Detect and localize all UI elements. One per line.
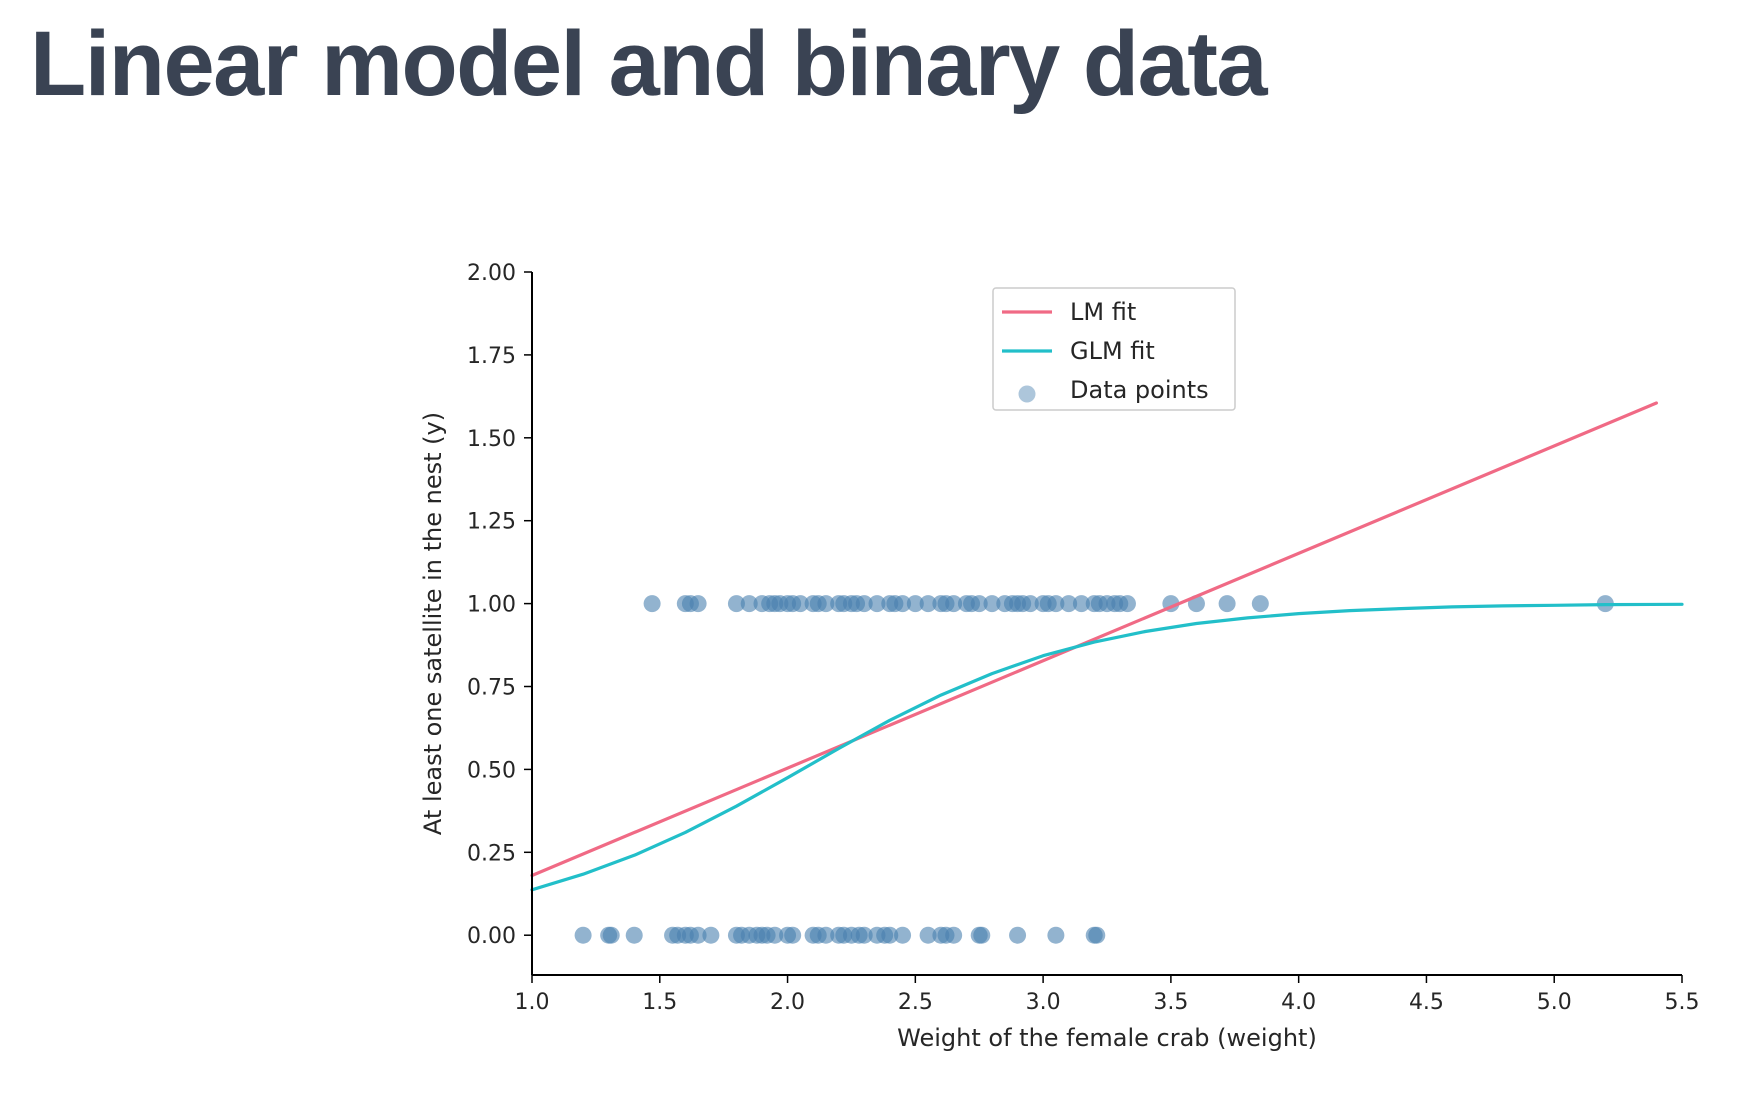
data-point — [817, 926, 835, 944]
data-point — [574, 926, 592, 944]
data-point — [602, 926, 620, 944]
data-point — [740, 595, 758, 613]
legend-swatch-data-points — [1018, 385, 1036, 403]
x-tick-label: 5.0 — [1537, 990, 1572, 1015]
scatter-layer — [574, 595, 1614, 944]
data-point — [643, 595, 661, 613]
data-point — [791, 595, 809, 613]
x-tick-label: 2.0 — [770, 990, 805, 1015]
data-point — [1060, 595, 1078, 613]
data-point — [1218, 595, 1236, 613]
x-axis-label: Weight of the female crab (weight) — [897, 1024, 1317, 1052]
data-point — [766, 926, 784, 944]
data-point — [973, 926, 991, 944]
data-point — [784, 926, 802, 944]
x-tick-label: 3.5 — [1153, 990, 1188, 1015]
y-tick-label: 1.50 — [467, 427, 516, 452]
legend-label-lm-fit: LM fit — [1070, 298, 1136, 326]
data-point — [970, 595, 988, 613]
data-point — [868, 595, 886, 613]
data-point — [1047, 595, 1065, 613]
data-point — [1072, 595, 1090, 613]
x-tick-label: 2.5 — [898, 990, 933, 1015]
data-point — [689, 595, 707, 613]
y-tick-label: 2.00 — [467, 261, 516, 286]
y-axis-label: At least one satellite in the nest (y) — [419, 412, 447, 835]
y-tick-label: 0.50 — [467, 758, 516, 783]
data-point — [983, 595, 1001, 613]
legend-box — [992, 287, 1236, 411]
x-tick-label: 5.5 — [1665, 990, 1700, 1015]
data-point — [702, 926, 720, 944]
data-point — [945, 595, 963, 613]
data-point — [1088, 926, 1106, 944]
y-tick-label: 0.00 — [467, 924, 516, 949]
axes-layer: 1.0 1.5 2.0 2.5 3.0 3.5 4.0 4.5 5.0 5.5 0.00 0.25 0.… — [419, 261, 1700, 1052]
x-tick-label: 3.0 — [1026, 990, 1061, 1015]
y-tick-label: 0.75 — [467, 676, 516, 701]
slide-title: Linear model and binary data — [30, 13, 1268, 115]
x-tick-label: 4.0 — [1281, 990, 1316, 1015]
data-point — [881, 926, 899, 944]
y-tick-label: 0.25 — [467, 841, 516, 866]
data-point — [945, 926, 963, 944]
data-point — [689, 926, 707, 944]
data-point — [625, 926, 643, 944]
data-point — [855, 595, 873, 613]
data-point — [894, 595, 912, 613]
data-point — [1047, 926, 1065, 944]
y-tick-label: 1.75 — [467, 344, 516, 369]
legend-label-data-points: Data points — [1070, 376, 1209, 404]
data-point — [894, 926, 912, 944]
lines-layer — [530, 401, 1684, 892]
x-tick-label: 1.0 — [515, 990, 550, 1015]
data-point — [919, 595, 937, 613]
series-line-glm-fit — [530, 602, 1684, 892]
legend-layer: LM fit GLM fit Data points — [992, 287, 1236, 411]
data-point — [906, 595, 924, 613]
legend-label-glm-fit: GLM fit — [1070, 337, 1155, 365]
data-point — [1021, 595, 1039, 613]
x-tick-label: 4.5 — [1409, 990, 1444, 1015]
series-line-lm-fit — [530, 401, 1659, 878]
y-tick-label: 1.25 — [467, 510, 516, 535]
y-tick-label: 1.00 — [467, 593, 516, 618]
data-point — [1009, 926, 1027, 944]
data-point — [1251, 595, 1269, 613]
data-point — [919, 926, 937, 944]
data-point — [727, 595, 745, 613]
data-point — [817, 595, 835, 613]
x-tick-label: 1.5 — [642, 990, 677, 1015]
data-point — [1118, 595, 1136, 613]
data-point — [855, 926, 873, 944]
